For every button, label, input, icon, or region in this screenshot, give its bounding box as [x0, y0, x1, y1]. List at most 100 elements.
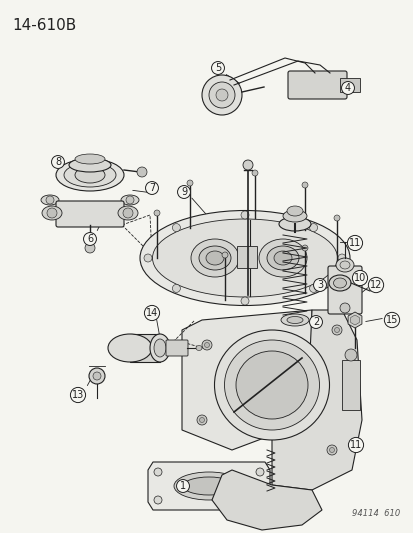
Polygon shape	[211, 470, 321, 530]
Ellipse shape	[75, 154, 105, 164]
Circle shape	[197, 415, 206, 425]
Text: 8: 8	[55, 157, 61, 167]
FancyBboxPatch shape	[166, 340, 188, 356]
Text: 2: 2	[312, 317, 318, 327]
Ellipse shape	[214, 330, 329, 440]
Circle shape	[89, 368, 105, 384]
Circle shape	[216, 89, 228, 101]
FancyBboxPatch shape	[327, 266, 361, 314]
Text: 13: 13	[72, 390, 84, 400]
Text: 9: 9	[180, 187, 187, 197]
Circle shape	[187, 180, 192, 186]
Ellipse shape	[224, 340, 319, 430]
Text: 15: 15	[385, 315, 397, 325]
Bar	[236, 246, 256, 268]
Circle shape	[144, 254, 152, 262]
Circle shape	[242, 160, 252, 170]
Ellipse shape	[41, 195, 59, 205]
Circle shape	[326, 445, 336, 455]
Ellipse shape	[280, 314, 308, 326]
Ellipse shape	[150, 334, 170, 362]
Ellipse shape	[278, 217, 310, 231]
Circle shape	[154, 496, 161, 504]
Polygon shape	[347, 312, 361, 328]
Circle shape	[85, 243, 95, 253]
Circle shape	[199, 417, 204, 423]
Circle shape	[93, 372, 101, 380]
Polygon shape	[182, 310, 311, 450]
Circle shape	[337, 254, 345, 262]
Circle shape	[202, 340, 211, 350]
Ellipse shape	[286, 317, 302, 324]
Circle shape	[46, 196, 54, 204]
Circle shape	[202, 75, 242, 115]
Text: 3: 3	[316, 280, 322, 290]
Circle shape	[137, 167, 147, 177]
Text: 1: 1	[180, 481, 185, 491]
Ellipse shape	[235, 351, 307, 419]
Polygon shape	[350, 315, 358, 325]
Ellipse shape	[69, 158, 111, 172]
Circle shape	[172, 285, 180, 293]
Ellipse shape	[154, 339, 166, 357]
Circle shape	[221, 252, 228, 258]
Text: 12: 12	[369, 280, 381, 290]
Ellipse shape	[152, 219, 337, 297]
Circle shape	[301, 245, 307, 251]
Circle shape	[240, 297, 248, 305]
Ellipse shape	[333, 278, 346, 288]
Circle shape	[255, 468, 263, 476]
Ellipse shape	[273, 251, 291, 265]
Text: 5: 5	[214, 63, 221, 73]
Ellipse shape	[64, 163, 116, 187]
Ellipse shape	[335, 258, 353, 272]
FancyBboxPatch shape	[287, 71, 346, 99]
Circle shape	[301, 182, 307, 188]
Ellipse shape	[190, 239, 238, 277]
Ellipse shape	[282, 210, 306, 222]
Ellipse shape	[183, 477, 235, 495]
FancyBboxPatch shape	[56, 201, 124, 227]
Circle shape	[333, 215, 339, 221]
Ellipse shape	[173, 472, 243, 500]
Bar	[130, 334, 159, 362]
Circle shape	[123, 208, 133, 218]
Ellipse shape	[328, 275, 350, 291]
Ellipse shape	[56, 159, 124, 191]
Circle shape	[47, 208, 57, 218]
Ellipse shape	[259, 239, 306, 277]
Ellipse shape	[42, 206, 62, 220]
Circle shape	[126, 196, 134, 204]
Ellipse shape	[199, 246, 230, 270]
Ellipse shape	[339, 261, 349, 269]
Bar	[341, 360, 359, 410]
Circle shape	[209, 82, 235, 108]
Ellipse shape	[121, 195, 139, 205]
Polygon shape	[147, 462, 269, 510]
Ellipse shape	[195, 345, 202, 351]
Text: 94114  610: 94114 610	[351, 509, 399, 518]
Text: 7: 7	[149, 183, 155, 193]
Bar	[339, 78, 359, 92]
Ellipse shape	[266, 246, 298, 270]
Circle shape	[204, 343, 209, 348]
Text: 4: 4	[344, 83, 350, 93]
Circle shape	[154, 468, 161, 476]
Ellipse shape	[286, 206, 302, 216]
Circle shape	[172, 224, 180, 232]
Circle shape	[329, 448, 334, 453]
Text: 14-610B: 14-610B	[12, 18, 76, 33]
Circle shape	[252, 170, 257, 176]
Ellipse shape	[140, 211, 349, 305]
Text: 11: 11	[348, 238, 360, 248]
Circle shape	[309, 285, 317, 293]
Circle shape	[255, 496, 263, 504]
Text: 6: 6	[87, 234, 93, 244]
Text: 14: 14	[145, 308, 158, 318]
Ellipse shape	[108, 334, 152, 362]
Circle shape	[154, 210, 159, 216]
Ellipse shape	[75, 167, 105, 183]
Circle shape	[331, 325, 341, 335]
Ellipse shape	[118, 206, 138, 220]
Text: 10: 10	[353, 273, 365, 283]
